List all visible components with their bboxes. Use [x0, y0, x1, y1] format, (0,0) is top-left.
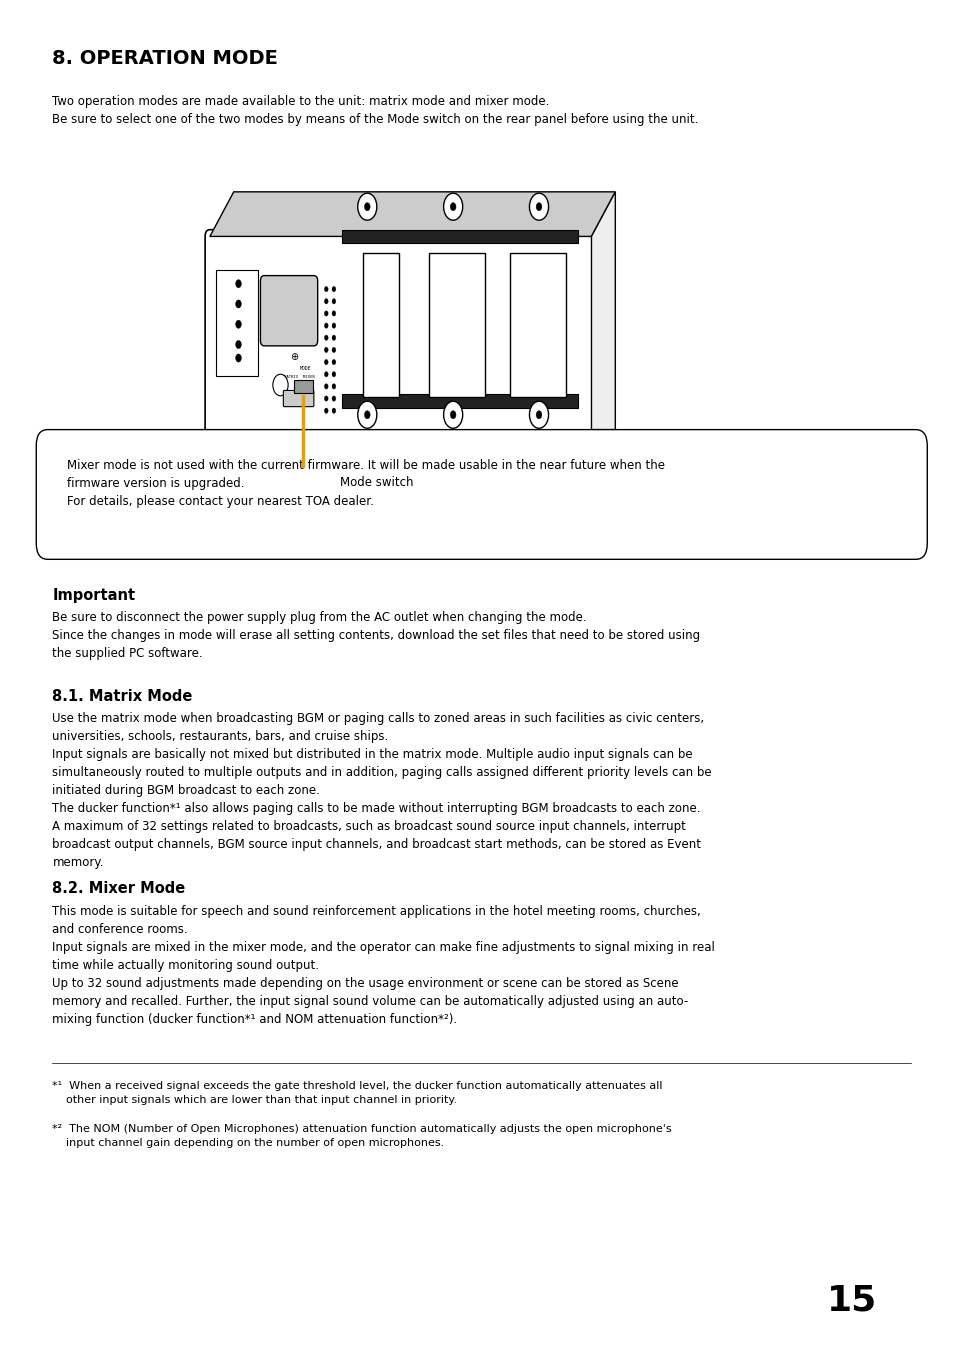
Circle shape — [529, 401, 548, 428]
Text: *¹  When a received signal exceeds the gate threshold level, the ducker function: *¹ When a received signal exceeds the ga… — [52, 1081, 662, 1105]
Circle shape — [332, 384, 335, 389]
Polygon shape — [591, 192, 615, 430]
Text: Mode switch: Mode switch — [339, 476, 414, 489]
Circle shape — [443, 401, 462, 428]
Text: MODE: MODE — [299, 366, 311, 372]
Circle shape — [324, 286, 328, 292]
Circle shape — [324, 323, 328, 328]
Circle shape — [357, 401, 376, 428]
FancyBboxPatch shape — [341, 230, 578, 243]
Text: Be sure to disconnect the power supply plug from the AC outlet when changing the: Be sure to disconnect the power supply p… — [52, 611, 700, 659]
FancyBboxPatch shape — [362, 253, 398, 397]
Circle shape — [332, 359, 335, 365]
Circle shape — [235, 300, 241, 308]
FancyBboxPatch shape — [260, 276, 317, 346]
Circle shape — [235, 354, 241, 362]
Text: 8.1. Matrix Mode: 8.1. Matrix Mode — [52, 689, 193, 704]
Circle shape — [273, 374, 288, 396]
Circle shape — [332, 408, 335, 413]
Circle shape — [357, 193, 376, 220]
Circle shape — [324, 384, 328, 389]
Text: MATRIX  MIXER: MATRIX MIXER — [284, 376, 314, 378]
Circle shape — [332, 311, 335, 316]
FancyBboxPatch shape — [283, 390, 314, 407]
Circle shape — [324, 359, 328, 365]
FancyBboxPatch shape — [341, 394, 578, 408]
Circle shape — [324, 347, 328, 353]
Circle shape — [450, 411, 456, 419]
FancyBboxPatch shape — [294, 380, 313, 393]
Circle shape — [324, 311, 328, 316]
Text: 8. OPERATION MODE: 8. OPERATION MODE — [52, 49, 278, 68]
Circle shape — [332, 335, 335, 340]
Circle shape — [235, 320, 241, 328]
Circle shape — [364, 203, 370, 211]
Circle shape — [332, 286, 335, 292]
Text: ⊕: ⊕ — [290, 351, 297, 362]
FancyBboxPatch shape — [205, 230, 596, 439]
Text: 8.2. Mixer Mode: 8.2. Mixer Mode — [52, 881, 186, 896]
Circle shape — [332, 299, 335, 304]
Circle shape — [332, 396, 335, 401]
Circle shape — [332, 347, 335, 353]
Circle shape — [332, 372, 335, 377]
FancyBboxPatch shape — [510, 253, 565, 397]
FancyBboxPatch shape — [36, 430, 926, 559]
FancyBboxPatch shape — [429, 253, 484, 397]
Circle shape — [536, 203, 541, 211]
Circle shape — [450, 203, 456, 211]
Circle shape — [364, 411, 370, 419]
Circle shape — [324, 408, 328, 413]
Circle shape — [324, 335, 328, 340]
Circle shape — [324, 396, 328, 401]
Circle shape — [529, 193, 548, 220]
Circle shape — [332, 323, 335, 328]
Text: *²  The NOM (Number of Open Microphones) attenuation function automatically adju: *² The NOM (Number of Open Microphones) … — [52, 1124, 672, 1148]
Circle shape — [536, 411, 541, 419]
Circle shape — [235, 280, 241, 288]
Circle shape — [235, 340, 241, 349]
Text: Mixer mode is not used with the current firmware. It will be made usable in the : Mixer mode is not used with the current … — [67, 459, 664, 508]
Circle shape — [443, 193, 462, 220]
Text: Two operation modes are made available to the unit: matrix mode and mixer mode.
: Two operation modes are made available t… — [52, 95, 699, 126]
Text: Use the matrix mode when broadcasting BGM or paging calls to zoned areas in such: Use the matrix mode when broadcasting BG… — [52, 712, 711, 869]
Polygon shape — [210, 192, 615, 236]
Circle shape — [324, 372, 328, 377]
FancyBboxPatch shape — [215, 270, 257, 376]
Text: Important: Important — [52, 588, 135, 603]
Text: This mode is suitable for speech and sound reinforcement applications in the hot: This mode is suitable for speech and sou… — [52, 905, 715, 1027]
Circle shape — [324, 299, 328, 304]
Text: 15: 15 — [826, 1283, 877, 1317]
